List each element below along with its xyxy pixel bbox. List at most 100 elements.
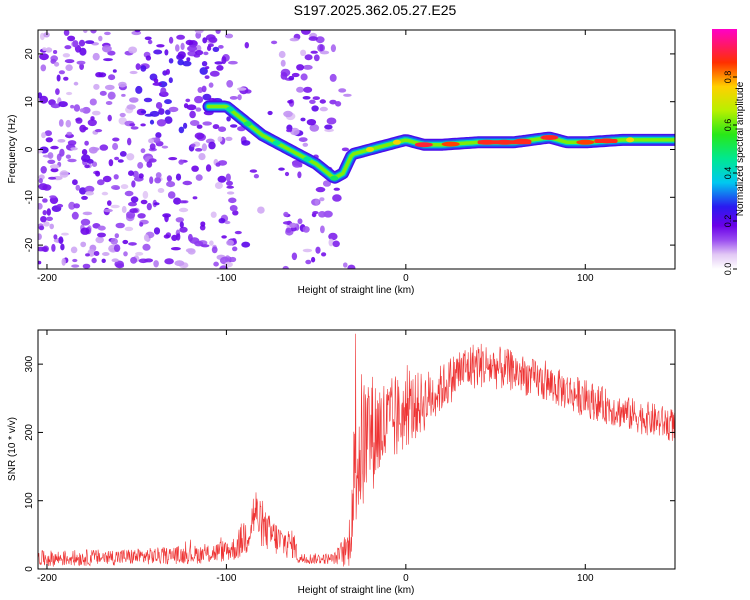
heatmap-cell (93, 83, 100, 90)
heatmap-cell (226, 239, 235, 246)
heatmap-cell (202, 121, 212, 126)
heatmap-cell (186, 57, 191, 62)
heatmap-cell (72, 258, 78, 263)
heatmap-cell (183, 122, 188, 129)
colorbar-tick-label: 0.8 (723, 71, 733, 84)
heatmap-cell (232, 246, 238, 252)
heatmap-cell (129, 208, 138, 213)
heatmap-cell (207, 45, 212, 51)
heatmap-cell (182, 60, 192, 67)
heatmap-cell (89, 98, 97, 106)
heatmap-cell (138, 173, 144, 179)
heatmap-cell (72, 179, 78, 186)
heatmap-cell (228, 60, 238, 65)
ridge-peak (243, 121, 252, 127)
heatmap-cell (194, 240, 204, 247)
heatmap-cell (49, 223, 54, 230)
heatmap-cell (329, 73, 337, 82)
heatmap-cell (200, 221, 206, 227)
heatmap-cell (185, 39, 194, 46)
heatmap-cell (237, 94, 242, 101)
heatmap-cell (82, 106, 91, 114)
heatmap-cell (108, 74, 116, 81)
heatmap-cell (301, 30, 311, 35)
heatmap-cell (70, 246, 78, 254)
colorbar-tick-label: 0.4 (723, 167, 733, 180)
heatmap-cell (291, 252, 298, 261)
heatmap-cell (154, 177, 162, 184)
x-tick-label: 0 (403, 273, 409, 284)
heatmap-cell (187, 45, 197, 52)
heatmap-cell (126, 211, 136, 219)
heatmap-cell (79, 47, 87, 56)
ridge-peak (330, 175, 339, 181)
heatmap-cell (118, 81, 127, 88)
heatmap-cell (107, 114, 112, 122)
heatmap-cell (146, 202, 152, 211)
heatmap-cell (92, 147, 100, 151)
heatmap-cell (85, 253, 90, 257)
heatmap-cell (143, 234, 149, 242)
heatmap-cell (129, 70, 138, 75)
heatmap-cell (162, 91, 169, 97)
snr-frame (37, 329, 676, 570)
spectrogram-ylabel: Frequency (Hz) (7, 115, 18, 184)
y-tick-label: -10 (24, 190, 35, 205)
heatmap-cell (153, 227, 161, 235)
heatmap-cell (124, 190, 134, 197)
heatmap-cell (204, 75, 210, 79)
heatmap-cell (191, 165, 199, 172)
heatmap-cell (42, 210, 47, 216)
heatmap-cell (332, 194, 342, 202)
heatmap-cell (75, 117, 83, 124)
heatmap-cell (60, 243, 65, 251)
heatmap-cell (40, 64, 47, 72)
heatmap-cell (195, 174, 203, 181)
heatmap-cell (201, 61, 208, 67)
heatmap-cell (216, 65, 224, 71)
heatmap-cell (189, 120, 200, 126)
heatmap-cell (114, 156, 120, 161)
heatmap-cell (302, 248, 313, 253)
heatmap-cell (300, 73, 308, 81)
heatmap-cell (226, 116, 231, 122)
heatmap-cell (82, 263, 91, 269)
heatmap-cell (302, 142, 309, 147)
heatmap-cell (211, 246, 218, 254)
heatmap-cell (153, 260, 159, 268)
x-tick-label: -100 (216, 573, 236, 584)
heatmap-cell (91, 161, 98, 167)
heatmap-cell (83, 30, 88, 34)
heatmap-cell (149, 143, 156, 151)
heatmap-cell (44, 130, 52, 137)
heatmap-cell (194, 132, 205, 140)
heatmap-cell (149, 119, 155, 125)
heatmap-cell (199, 67, 208, 75)
heatmap-cell (286, 128, 293, 133)
heatmap-cell (104, 84, 115, 90)
heatmap-cell (115, 222, 125, 229)
heatmap-cell (168, 77, 173, 84)
heatmap-cell (122, 239, 129, 245)
heatmap-cell (209, 70, 220, 77)
heatmap-cell (53, 50, 58, 54)
heatmap-cell (113, 174, 119, 180)
heatmap-cell (284, 171, 290, 177)
heatmap-cell (179, 221, 184, 228)
colorbar-ticks: 0.0 0.2 0.4 0.6 0.8 (723, 71, 737, 275)
heatmap-cell (38, 260, 42, 265)
heatmap-cell (71, 211, 79, 220)
heatmap-cell (70, 104, 75, 109)
heatmap-cell (81, 154, 91, 162)
ridge-peak (626, 137, 635, 143)
heatmap-cell (97, 232, 106, 238)
heatmap-cell (218, 45, 224, 49)
heatmap-cell (208, 36, 218, 43)
heatmap-cell (210, 211, 217, 218)
heatmap-cell (66, 131, 73, 136)
heatmap-cell (297, 171, 302, 179)
heatmap-cell (139, 222, 144, 227)
heatmap-cell (171, 234, 178, 241)
heatmap-cell (203, 51, 209, 56)
